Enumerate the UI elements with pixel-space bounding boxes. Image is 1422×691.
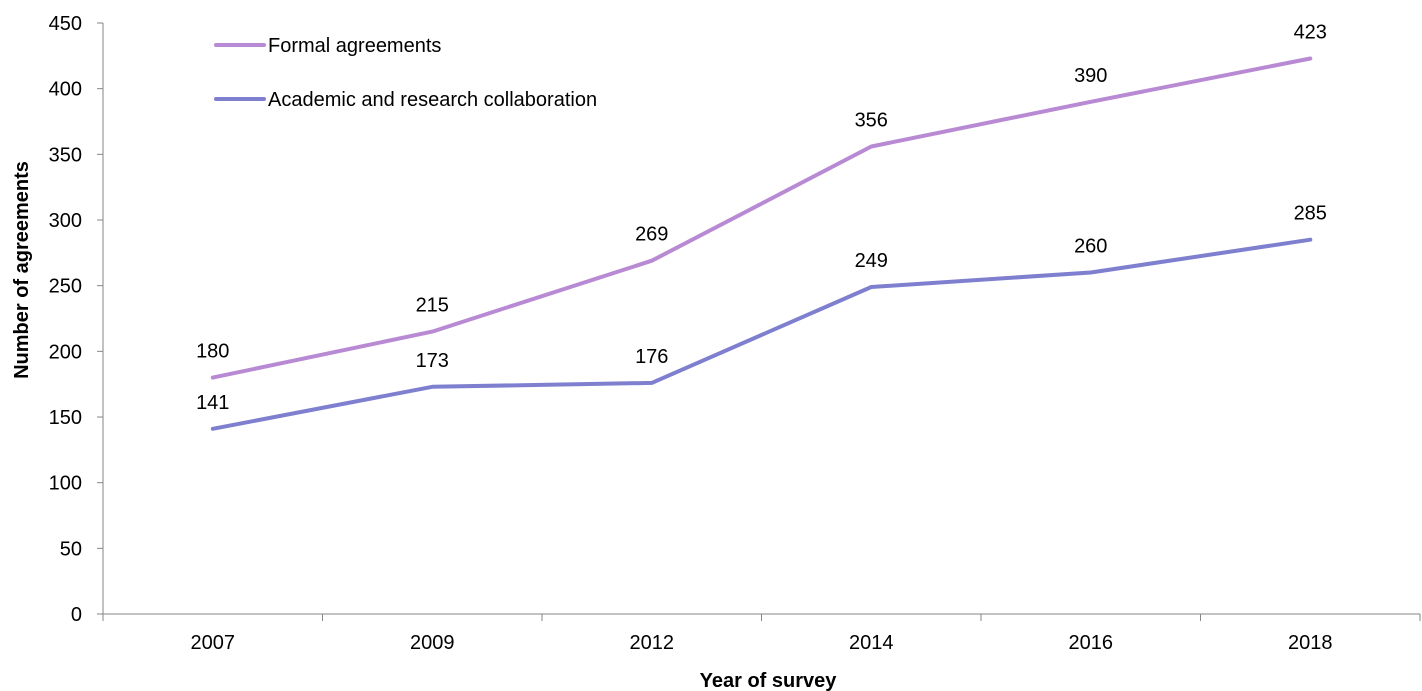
legend-label: Academic and research collaboration bbox=[268, 89, 597, 111]
y-tick-label: 0 bbox=[71, 604, 82, 626]
series-line-2 bbox=[210, 237, 1313, 431]
y-tick-label: 100 bbox=[49, 473, 82, 495]
y-tick-label: 350 bbox=[49, 144, 82, 166]
x-axis-title: Year of survey bbox=[700, 670, 838, 691]
data-label: 215 bbox=[416, 295, 449, 317]
series-line-1 bbox=[210, 56, 1313, 380]
x-tick-label: 2016 bbox=[1069, 632, 1114, 654]
data-label: 249 bbox=[855, 250, 888, 272]
legend: Formal agreements Academic and research c… bbox=[214, 35, 597, 111]
y-axis-title: Number of agreements bbox=[11, 161, 33, 379]
y-tick-label: 300 bbox=[49, 210, 82, 232]
data-label: 173 bbox=[416, 350, 449, 372]
x-tick-label: 2012 bbox=[630, 632, 675, 654]
data-label: 260 bbox=[1074, 236, 1107, 258]
x-tick-label: 2009 bbox=[410, 632, 455, 654]
data-label: 176 bbox=[635, 346, 668, 368]
y-tick-label: 150 bbox=[49, 407, 82, 429]
y-tick-label: 450 bbox=[49, 13, 82, 35]
x-axis: 2007 2009 2012 2014 2016 2018 bbox=[102, 613, 1421, 654]
data-label: 423 bbox=[1294, 21, 1327, 43]
y-tick-label: 50 bbox=[60, 538, 82, 560]
x-tick-label: 2007 bbox=[191, 632, 236, 654]
data-label: 141 bbox=[196, 392, 229, 414]
data-label: 390 bbox=[1074, 65, 1107, 87]
y-tick-label: 250 bbox=[49, 276, 82, 298]
legend-label: Formal agreements bbox=[268, 35, 441, 57]
data-label: 285 bbox=[1294, 203, 1327, 225]
data-label: 356 bbox=[855, 109, 888, 131]
data-label: 180 bbox=[196, 341, 229, 363]
x-tick-label: 2014 bbox=[849, 632, 894, 654]
x-tick-label: 2018 bbox=[1288, 632, 1333, 654]
y-tick-label: 200 bbox=[49, 341, 82, 363]
y-tick-label: 400 bbox=[49, 79, 82, 101]
y-axis: 0 50 100 150 200 250 300 350 400 450 bbox=[49, 13, 104, 626]
data-labels: 180 215 269 356 390 423 141 173 176 249 260 285 bbox=[196, 21, 1327, 413]
series-layer bbox=[210, 56, 1313, 431]
data-label: 269 bbox=[635, 224, 668, 246]
